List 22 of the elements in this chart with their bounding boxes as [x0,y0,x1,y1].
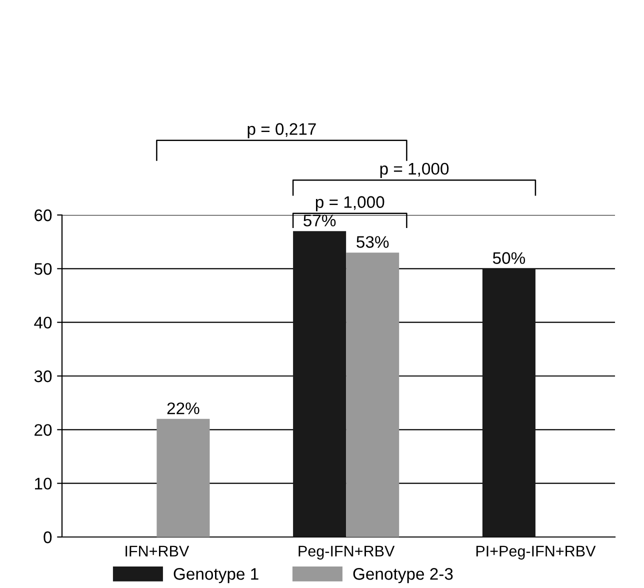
text: p = 1,000 [380,162,449,178]
legend-label: Genotype 2-3 [353,568,453,584]
x-tick-label: Peg-IFN+RBV [298,546,395,560]
bar [482,268,536,537]
y-tick-label: 10 [35,478,52,490]
y-tick-label: 0 [44,531,52,544]
bar [346,252,400,537]
text: p = 0,217 [248,123,316,138]
data-label: 22% [167,402,200,414]
bar [293,231,346,537]
x-tick-label: IFN+RBV [126,546,190,556]
y-tick-label: 20 [34,424,52,436]
data-label: 50% [492,252,526,264]
x-tick-label: PI+Peg-IFN+RBV [476,546,596,560]
y-tick-label: 60 [34,209,52,222]
data-label: 53% [356,236,389,248]
bar [156,418,210,537]
y-tick-label: 40 [34,316,52,329]
y-tick-label: 50 [34,263,52,275]
legend-label: Genotype 1 [174,568,258,584]
text: p = 1,000 [316,196,384,212]
y-tick-label: 30 [34,370,52,382]
